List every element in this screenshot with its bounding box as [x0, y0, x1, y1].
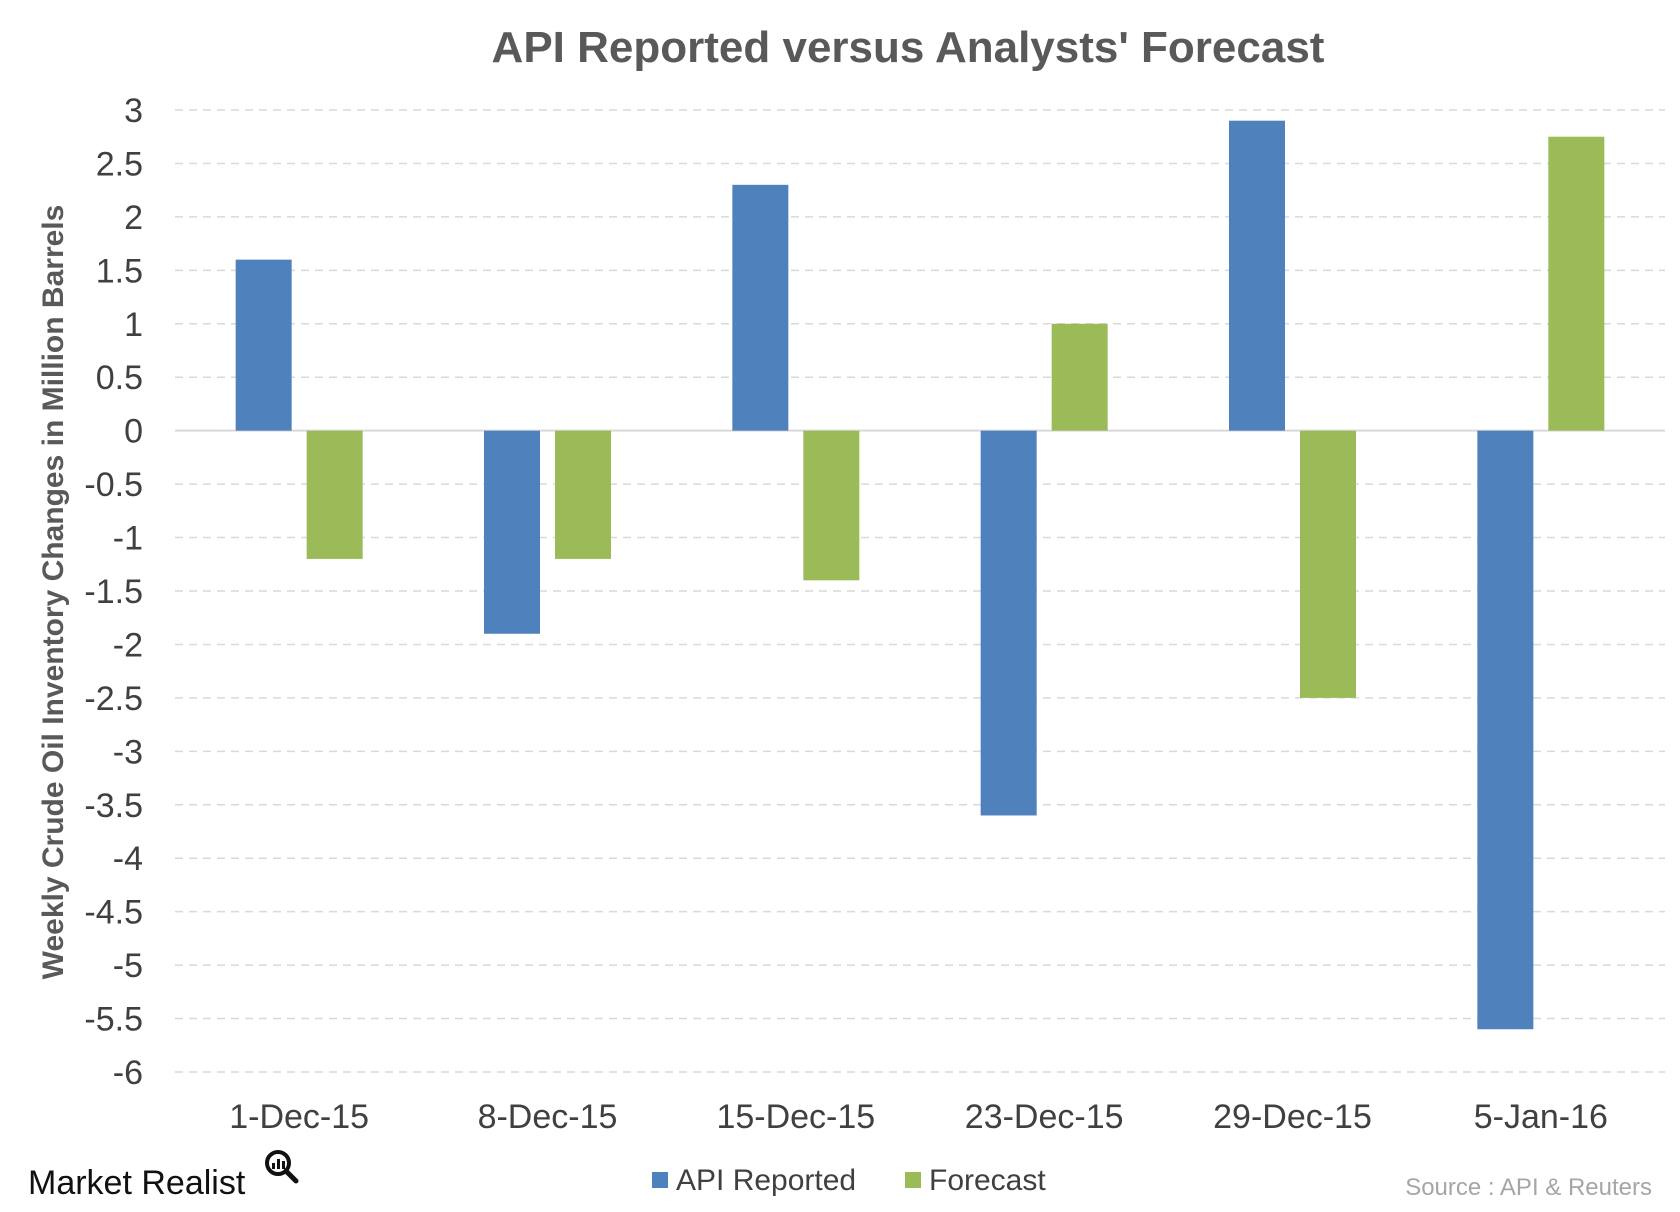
y-tick-label: 1.5 — [96, 252, 143, 290]
bar-forecast-2 — [555, 430, 611, 559]
y-tick-label: -0.5 — [84, 466, 143, 504]
x-tick-label: 1-Dec-15 — [229, 1098, 369, 1136]
x-tick-label: 8-Dec-15 — [478, 1098, 618, 1136]
y-tick-label: 1 — [124, 306, 143, 344]
y-tick-label: 2 — [124, 199, 143, 237]
y-tick-label: 0.5 — [96, 359, 143, 397]
bar-api-reported-3 — [732, 184, 789, 431]
magnifier-icon — [265, 1150, 299, 1184]
legend-swatch — [652, 1172, 668, 1188]
bar-forecast-6 — [1548, 136, 1605, 431]
x-tick-label: 29-Dec-15 — [1213, 1098, 1372, 1136]
y-tick-label: -5 — [113, 947, 143, 985]
bar-api-reported-5 — [1229, 120, 1285, 431]
y-tick-label: -2 — [113, 626, 143, 664]
bar-api-reported-2 — [484, 430, 540, 634]
bars — [235, 120, 1605, 1030]
bar-api-reported-6 — [1477, 430, 1534, 1030]
bar-forecast-5 — [1300, 430, 1356, 698]
legend-label: Forecast — [929, 1164, 1046, 1197]
y-tick-label: -3.5 — [84, 787, 143, 825]
logo-text: Market Realist — [28, 1164, 246, 1202]
gridlines — [175, 109, 1665, 1073]
x-axis-ticks: 1-Dec-15 8-Dec-15 15-Dec-15 23-Dec-15 29-Dec… — [229, 1098, 1608, 1136]
y-tick-label: 0 — [124, 413, 143, 451]
x-tick-label: 23-Dec-15 — [965, 1098, 1124, 1136]
chart-title: API Reported versus Analysts' Forecast — [492, 23, 1325, 72]
y-tick-label: 2.5 — [96, 145, 143, 183]
bar-forecast-4 — [1051, 323, 1108, 431]
y-axis-ticks: -6 -5.5 -5 -4.5 -4 -3.5 -3 -2.5 -2 -1.5 -1 -0.5 0 0.5… — [84, 92, 143, 1092]
y-tick-label: -6 — [113, 1054, 143, 1092]
bar-forecast-3 — [803, 430, 860, 581]
x-tick-label: 15-Dec-15 — [716, 1098, 875, 1136]
y-tick-label: -3 — [113, 733, 143, 771]
y-tick-label: -2.5 — [84, 680, 143, 718]
y-tick-label: -1.5 — [84, 573, 143, 611]
y-tick-label: 3 — [124, 92, 143, 130]
legend-swatch — [905, 1172, 921, 1188]
bar-forecast-1 — [306, 430, 363, 559]
market-realist-logo: Market Realist — [28, 1150, 299, 1202]
legend-label: API Reported — [676, 1164, 856, 1197]
y-tick-label: -4 — [113, 840, 143, 878]
source-note: Source : API & Reuters — [1405, 1174, 1652, 1201]
bar-api-reported-4 — [980, 430, 1037, 816]
y-axis-label: Weekly Crude Oil Inventory Changes in Mi… — [37, 205, 70, 980]
y-tick-label: -5.5 — [84, 1001, 143, 1039]
bar-api-reported-1 — [235, 259, 292, 431]
y-tick-label: -4.5 — [84, 894, 143, 932]
x-tick-label: 5-Jan-16 — [1474, 1098, 1608, 1136]
legend: API Reported Forecast — [652, 1164, 1046, 1197]
y-tick-label: -1 — [113, 520, 143, 558]
